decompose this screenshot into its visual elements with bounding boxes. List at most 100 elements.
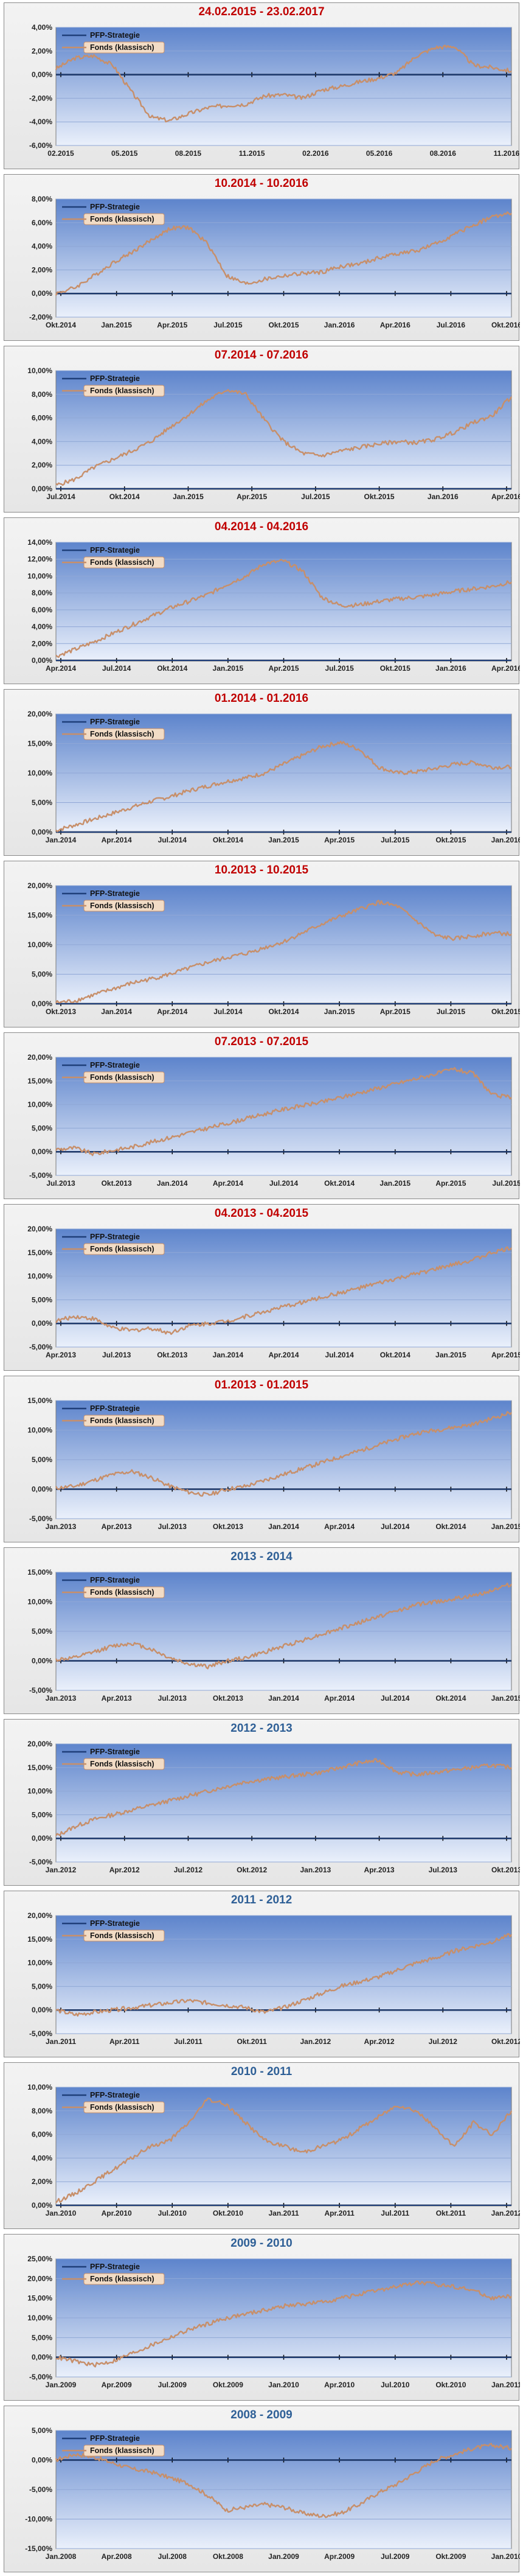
y-tick-label: 4,00% bbox=[32, 623, 52, 631]
x-tick-label: Jul.2014 bbox=[158, 836, 187, 844]
chart-panel: 2010 - 2011 10,00% 8,00% 6,00% 4,00% 2,00% 0,0… bbox=[4, 2062, 520, 2229]
x-tick-label: Apr.2014 bbox=[324, 1694, 355, 1703]
x-tick-label: Jul.2013 bbox=[158, 1522, 187, 1531]
x-tick-label: Jul.2014 bbox=[102, 664, 131, 673]
x-tick-label: Jan.2015 bbox=[324, 1007, 355, 1016]
x-tick-label: Apr.2011 bbox=[109, 2037, 140, 2046]
x-tick-label: Apr.2013 bbox=[364, 1866, 395, 1874]
x-tick-label: Apr.2014 bbox=[268, 1351, 299, 1359]
chart-panel: 01.2013 - 01.2015 15,00% 10,00% 5,00% 0,00% -… bbox=[4, 1376, 520, 1542]
chart-panel: 2009 - 2010 25,00% 20,00% 15,00% 10,00% 5,00%… bbox=[4, 2234, 520, 2401]
y-tick-label: 6,00% bbox=[32, 2130, 52, 2139]
legend-label-strategy: PFP-Strategie bbox=[90, 718, 140, 726]
x-tick-label: Jan.2009 bbox=[46, 2381, 77, 2389]
x-tick-label: 11.2016 bbox=[494, 149, 520, 158]
legend-label-strategy: PFP-Strategie bbox=[90, 889, 140, 898]
x-tick-label: Okt.2015 bbox=[435, 836, 466, 844]
chart-svg: 20,00%15,00%10,00%5,00%0,00%-5,00%Jan.20… bbox=[27, 1911, 520, 2046]
chart-title: 10.2014 - 10.2016 bbox=[214, 177, 309, 190]
y-tick-label: 5,00% bbox=[32, 1982, 52, 1990]
y-tick-label: 5,00% bbox=[32, 1124, 52, 1132]
y-tick-label: 10,00% bbox=[27, 366, 52, 375]
x-tick-label: Apr.2012 bbox=[364, 2037, 395, 2046]
x-tick-label: 11.2015 bbox=[239, 149, 265, 158]
x-tick-label: Jan.2015 bbox=[379, 1179, 410, 1188]
x-tick-label: Okt.2014 bbox=[109, 492, 140, 501]
legend-label-fund: Fonds (klassisch) bbox=[90, 558, 154, 567]
y-tick-label: 0,00% bbox=[32, 2006, 52, 2014]
y-tick-label: 8,00% bbox=[32, 2107, 52, 2115]
x-tick-label: Apr.2015 bbox=[380, 1007, 410, 1016]
x-tick-label: Apr.2015 bbox=[324, 836, 355, 844]
chart-panel: 07.2014 - 07.2016 10,00% 8,00% 6,00% 4,00% 2,… bbox=[4, 346, 520, 513]
y-tick-label: 12,00% bbox=[27, 555, 52, 564]
x-tick-label: Okt.2013 bbox=[157, 1351, 187, 1359]
x-tick-label: Apr.2016 bbox=[491, 492, 520, 501]
x-tick-label: Apr.2013 bbox=[102, 1694, 132, 1703]
y-tick-label: 10,00% bbox=[27, 1426, 52, 1435]
chart-panel: 2008 - 2009 5,00% 0,00% -5,00% -10,00% -15,00… bbox=[4, 2406, 520, 2572]
y-tick-label: -5,00% bbox=[29, 2485, 52, 2494]
legend-label-fund: Fonds (klassisch) bbox=[90, 901, 154, 910]
legend-label-fund: Fonds (klassisch) bbox=[90, 43, 154, 52]
x-tick-label: Jan.2014 bbox=[101, 1007, 132, 1016]
y-tick-label: 10,00% bbox=[27, 769, 52, 777]
x-tick-label: Okt.2013 bbox=[46, 1007, 76, 1016]
series-line-fund bbox=[55, 1411, 512, 1497]
x-tick-label: Jul.2012 bbox=[174, 1866, 203, 1874]
x-tick-label: Jan.2016 bbox=[324, 321, 355, 329]
x-tick-label: Jul.2015 bbox=[301, 492, 330, 501]
chart-svg: 5,00% 0,00% -5,00% -10,00% -15,00%Jan.2008 Ap… bbox=[25, 2426, 520, 2561]
chart-title: 04.2013 - 04.2015 bbox=[214, 1207, 309, 1220]
y-tick-label: 10,00% bbox=[27, 1272, 52, 1281]
legend-label-fund: Fonds (klassisch) bbox=[90, 387, 154, 395]
series-line-fund bbox=[55, 1066, 512, 1157]
chart-panel: 24.02.2015 - 23.02.2017 4,00% 2,00% 0,00% -2… bbox=[4, 2, 520, 169]
x-tick-label: Jan.2014 bbox=[157, 1179, 188, 1188]
y-tick-label: 2,00% bbox=[32, 2177, 52, 2186]
x-tick-label: Okt.2015 bbox=[268, 321, 299, 329]
chart-svg: 20,00% 15,00% 10,00% 5,00% 0,00%Okt.2013 Jan.… bbox=[27, 881, 520, 1016]
legend-label-fund: Fonds (klassisch) bbox=[90, 1588, 154, 1597]
x-tick-label: Okt.2009 bbox=[435, 2552, 466, 2561]
y-tick-label: 20,00% bbox=[27, 1911, 52, 1920]
x-tick-label: 08.2015 bbox=[175, 149, 202, 158]
x-tick-label: Jul.2011 bbox=[174, 2037, 203, 2046]
x-tick-label: 02.2016 bbox=[302, 149, 329, 158]
y-tick-label: -5,00% bbox=[29, 2029, 52, 2038]
chart-title: 07.2014 - 07.2016 bbox=[214, 349, 309, 362]
y-tick-label: 15,00% bbox=[27, 1077, 52, 1085]
series-line-fund bbox=[55, 740, 512, 833]
x-tick-label: Jul.2015 bbox=[213, 321, 243, 329]
y-tick-label: -4,00% bbox=[29, 117, 52, 126]
y-tick-label: 4,00% bbox=[32, 2154, 52, 2162]
y-tick-label: 10,00% bbox=[27, 2314, 52, 2322]
chart-title: 24.02.2015 - 23.02.2017 bbox=[198, 5, 325, 18]
y-tick-label: 20,00% bbox=[27, 881, 52, 890]
y-tick-label: 20,00% bbox=[27, 2274, 52, 2283]
y-tick-label: 0,00% bbox=[32, 656, 52, 665]
y-tick-label: 6,00% bbox=[32, 219, 52, 227]
y-tick-label: 0,00% bbox=[32, 2456, 52, 2465]
y-tick-label: 10,00% bbox=[27, 2083, 52, 2091]
series-line-fund bbox=[55, 559, 512, 658]
series-line-fund bbox=[55, 1758, 512, 1836]
legend-label-fund: Fonds (klassisch) bbox=[90, 2103, 154, 2112]
y-tick-label: 0,00% bbox=[32, 485, 52, 493]
chart-panel: 04.2014 - 04.2016 14,00% 12,00% 10,00% 8,00%… bbox=[4, 517, 520, 684]
y-tick-label: 15,00% bbox=[27, 1568, 52, 1577]
x-tick-label: Jan.2009 bbox=[268, 2552, 299, 2561]
x-tick-label: Okt.2010 bbox=[213, 2209, 243, 2217]
y-tick-label: -6,00% bbox=[29, 141, 52, 150]
x-tick-label: Okt.2011 bbox=[237, 2037, 267, 2046]
legend-label-fund: Fonds (klassisch) bbox=[90, 1073, 154, 1082]
chart-panel: 2011 - 2012 20,00% 15,00% 10,00% 5,00% 0,00% -… bbox=[4, 1891, 520, 2057]
y-tick-label: 10,00% bbox=[27, 1598, 52, 1606]
x-tick-label: Okt.2008 bbox=[213, 2552, 243, 2561]
x-tick-label: Apr.2015 bbox=[435, 1179, 466, 1188]
x-tick-label: Okt.2014 bbox=[435, 1522, 466, 1531]
x-tick-label: Jul.2014 bbox=[381, 1522, 410, 1531]
x-tick-label: Jul.2015 bbox=[325, 664, 354, 673]
y-tick-label: 10,00% bbox=[27, 940, 52, 949]
legend-label-strategy: PFP-Strategie bbox=[90, 203, 140, 211]
